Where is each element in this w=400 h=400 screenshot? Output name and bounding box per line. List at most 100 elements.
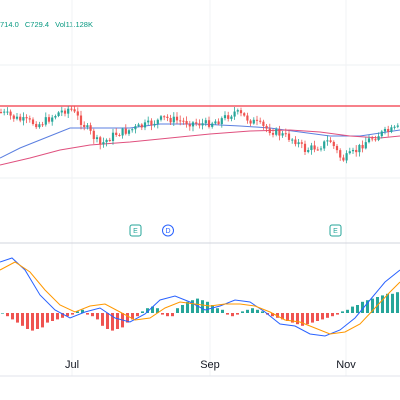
- candle-body: [335, 146, 339, 151]
- histogram-bar: [216, 308, 219, 313]
- histogram-bar: [116, 313, 119, 329]
- histogram-bar: [16, 313, 19, 323]
- candle-body: [227, 115, 230, 119]
- histogram-bar: [226, 313, 229, 315]
- histogram-bar: [276, 313, 279, 318]
- histogram-bar: [271, 313, 274, 317]
- candle-body: [127, 130, 131, 134]
- candle-body: [348, 151, 351, 154]
- x-label-jul: Jul: [65, 359, 79, 371]
- candle-body: [214, 121, 217, 124]
- candle-body: [67, 108, 70, 114]
- histogram-bar: [291, 313, 294, 323]
- histogram-bar: [346, 309, 349, 313]
- histogram-bar: [221, 309, 224, 313]
- candle-body: [303, 143, 307, 152]
- candle-body: [54, 115, 57, 118]
- histogram-bar: [11, 313, 14, 320]
- candle-body: [41, 124, 44, 126]
- candle-body: [118, 134, 121, 136]
- candle-body: [121, 128, 124, 136]
- histogram-bar: [306, 313, 309, 325]
- candle-body: [217, 121, 220, 125]
- candle-body: [51, 117, 54, 122]
- candle-body: [35, 123, 38, 128]
- candle-body: [0, 112, 3, 113]
- candle-body: [345, 153, 348, 161]
- histogram-bar: [261, 311, 264, 313]
- candle-body: [259, 120, 262, 122]
- histogram-bar: [381, 295, 384, 313]
- candle-body: [371, 138, 374, 140]
- histogram-bar: [341, 311, 344, 313]
- candle-body: [287, 133, 291, 140]
- candle-body: [249, 120, 252, 124]
- histogram-bar: [66, 313, 69, 317]
- histogram-bar: [396, 292, 399, 313]
- histogram-bar: [206, 301, 209, 313]
- candle-body: [220, 118, 223, 125]
- candle-body: [262, 121, 265, 126]
- candle-body: [255, 119, 259, 121]
- signal-line: [0, 261, 400, 335]
- histogram-bar: [336, 313, 339, 315]
- candle-body: [111, 132, 115, 141]
- candle-body: [339, 150, 342, 158]
- histogram-bar: [1, 313, 4, 314]
- candle-body: [329, 140, 332, 142]
- candle-body: [156, 119, 159, 124]
- histogram-bar: [76, 311, 79, 313]
- candle-body: [92, 130, 95, 140]
- earnings-badge-jul[interactable]: E: [129, 224, 142, 237]
- histogram-bar: [321, 313, 324, 320]
- candle-body: [291, 139, 294, 141]
- candle-body: [83, 124, 86, 128]
- histogram-bar: [391, 293, 394, 313]
- candle-body: [230, 116, 233, 119]
- candle-body: [201, 123, 204, 126]
- dividend-badge-jul[interactable]: D: [162, 224, 174, 237]
- histogram-bar: [371, 298, 374, 313]
- candle-body: [188, 124, 191, 127]
- candle-body: [38, 124, 41, 128]
- candle-body: [115, 132, 118, 135]
- candle-body: [332, 141, 335, 147]
- histogram-bar: [256, 309, 259, 313]
- candle-body: [70, 108, 73, 110]
- histogram-bar: [21, 313, 24, 326]
- legend-low: 714.0: [0, 20, 19, 29]
- candle-body: [326, 140, 329, 142]
- candle-body: [175, 116, 179, 121]
- earnings-badge-nov[interactable]: E: [329, 224, 342, 237]
- candle-body: [6, 111, 9, 113]
- candle-body: [275, 129, 278, 135]
- candle-body: [278, 129, 281, 136]
- candle-body: [323, 141, 326, 149]
- candle-body: [265, 125, 268, 129]
- candle-body: [172, 116, 175, 123]
- candle-body: [207, 120, 211, 127]
- candle-body: [204, 120, 207, 124]
- x-label-nov: Nov: [336, 359, 356, 371]
- histogram-bar: [86, 313, 89, 315]
- histogram-bar: [156, 308, 159, 313]
- candle-body: [195, 122, 198, 124]
- histogram-bar: [106, 313, 109, 329]
- histogram-bar: [6, 313, 9, 317]
- histogram-bar: [51, 313, 54, 321]
- badge-label: E: [133, 228, 138, 235]
- ma-slow-line: [0, 129, 400, 166]
- candle-body: [89, 125, 92, 131]
- candle-body: [185, 121, 188, 125]
- histogram-bar: [331, 313, 334, 317]
- candle-body: [124, 128, 127, 134]
- candle-body: [281, 133, 284, 136]
- histogram-bar: [91, 313, 94, 317]
- candle-body: [102, 142, 105, 145]
- event-badges[interactable]: E D E: [129, 224, 342, 237]
- histogram-bar: [141, 311, 144, 313]
- histogram-bar: [301, 313, 304, 326]
- candle-body: [361, 144, 364, 149]
- candle-body: [374, 139, 377, 141]
